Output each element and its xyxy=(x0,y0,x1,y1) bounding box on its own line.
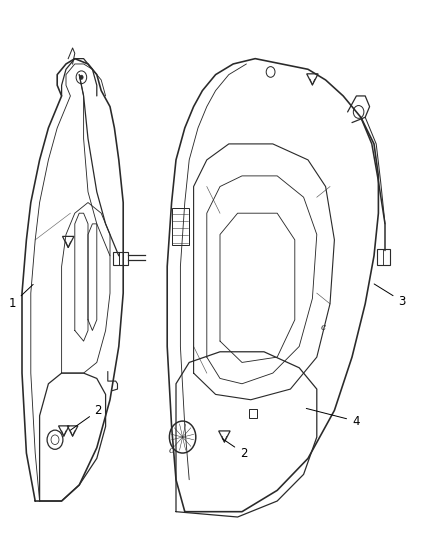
Circle shape xyxy=(80,75,83,79)
Text: c: c xyxy=(169,446,174,455)
Bar xyxy=(249,409,257,418)
Bar xyxy=(172,208,189,245)
Text: 2: 2 xyxy=(70,404,102,430)
Text: 2: 2 xyxy=(222,439,247,459)
Text: 3: 3 xyxy=(374,284,406,308)
Text: 4: 4 xyxy=(306,408,359,427)
Text: c: c xyxy=(321,324,326,332)
Text: 1: 1 xyxy=(9,285,33,310)
